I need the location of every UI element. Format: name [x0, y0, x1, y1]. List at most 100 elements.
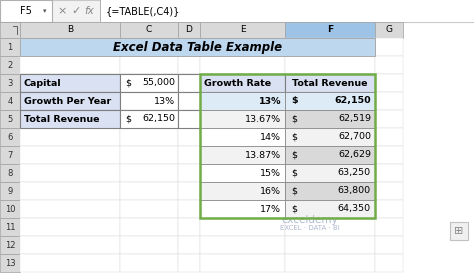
Bar — [200, 92, 285, 110]
Bar — [200, 74, 285, 92]
Bar — [0, 38, 20, 56]
Text: exceldemy: exceldemy — [282, 215, 338, 225]
Bar — [178, 164, 200, 182]
Bar — [178, 236, 200, 254]
Text: C: C — [146, 26, 152, 34]
Bar — [285, 254, 375, 272]
Bar — [120, 56, 178, 74]
Bar — [200, 146, 285, 164]
Bar — [120, 74, 178, 92]
Bar — [200, 146, 285, 164]
Text: 13.87%: 13.87% — [245, 150, 281, 160]
Bar — [20, 254, 120, 272]
Bar — [120, 254, 178, 272]
Bar — [20, 74, 120, 92]
Text: 63,250: 63,250 — [338, 168, 371, 177]
Text: 6: 6 — [7, 133, 13, 142]
Bar — [178, 92, 200, 110]
Bar — [0, 218, 20, 236]
Bar — [178, 146, 200, 164]
Bar — [200, 218, 285, 236]
Bar — [285, 236, 375, 254]
Text: Capital: Capital — [24, 78, 62, 88]
Bar — [285, 110, 375, 128]
Bar — [200, 74, 375, 218]
Bar — [0, 92, 20, 110]
Bar — [0, 164, 20, 182]
Bar — [285, 56, 375, 74]
Text: F5: F5 — [20, 6, 32, 16]
Bar — [20, 38, 375, 56]
Text: 62,150: 62,150 — [334, 96, 371, 105]
Bar — [285, 22, 375, 38]
Bar — [120, 164, 178, 182]
Text: E: E — [240, 26, 246, 34]
Bar — [285, 200, 375, 218]
Bar — [100, 0, 101, 22]
Text: 1: 1 — [8, 43, 13, 51]
Text: 2: 2 — [8, 61, 13, 70]
Text: $: $ — [291, 150, 297, 160]
Text: $: $ — [291, 168, 297, 177]
Bar — [375, 22, 403, 38]
Bar — [200, 22, 285, 38]
Bar — [178, 38, 200, 56]
Bar — [200, 236, 285, 254]
Bar — [120, 74, 178, 92]
Bar — [0, 128, 20, 146]
Bar — [200, 200, 285, 218]
Bar — [178, 128, 200, 146]
Bar — [285, 218, 375, 236]
Bar — [178, 110, 200, 128]
Bar — [200, 128, 285, 146]
Text: 62,700: 62,700 — [338, 133, 371, 142]
Bar — [0, 254, 20, 272]
Text: Excel Data Table Example: Excel Data Table Example — [113, 41, 282, 53]
Bar — [178, 22, 200, 38]
Text: 5: 5 — [8, 115, 13, 123]
Text: 13%: 13% — [258, 96, 281, 105]
Bar — [285, 92, 375, 110]
Text: $: $ — [125, 115, 131, 123]
Text: 63,800: 63,800 — [338, 187, 371, 195]
Bar — [375, 128, 403, 146]
Bar — [120, 200, 178, 218]
Bar — [285, 38, 375, 56]
Bar — [120, 236, 178, 254]
Text: 8: 8 — [7, 168, 13, 177]
Text: ×: × — [57, 6, 67, 16]
Bar — [285, 74, 375, 92]
Text: G: G — [385, 26, 392, 34]
Text: 62,519: 62,519 — [338, 115, 371, 123]
Text: $: $ — [291, 96, 298, 105]
Bar — [20, 110, 120, 128]
Bar — [0, 200, 20, 218]
Bar — [200, 38, 285, 56]
Bar — [375, 254, 403, 272]
Bar — [20, 56, 120, 74]
Text: 9: 9 — [8, 187, 13, 195]
Bar — [0, 0, 52, 22]
Bar — [20, 74, 120, 92]
Bar — [20, 200, 120, 218]
Text: ⊞: ⊞ — [454, 226, 464, 236]
Bar — [375, 38, 403, 56]
Text: 4: 4 — [8, 96, 13, 105]
Bar — [20, 218, 120, 236]
Bar — [285, 164, 375, 182]
Text: 14%: 14% — [260, 133, 281, 142]
Bar — [0, 22, 20, 38]
Bar — [178, 74, 200, 92]
Bar — [200, 200, 285, 218]
Bar — [178, 92, 200, 110]
Text: {=TABLE(,C4)}: {=TABLE(,C4)} — [106, 6, 181, 16]
Bar — [120, 92, 178, 110]
Bar — [200, 164, 285, 182]
Text: $: $ — [291, 187, 297, 195]
Bar — [120, 218, 178, 236]
Bar — [52, 0, 53, 22]
Bar — [450, 222, 468, 240]
Text: 10: 10 — [5, 205, 15, 214]
Bar — [178, 56, 200, 74]
Bar — [200, 110, 285, 128]
